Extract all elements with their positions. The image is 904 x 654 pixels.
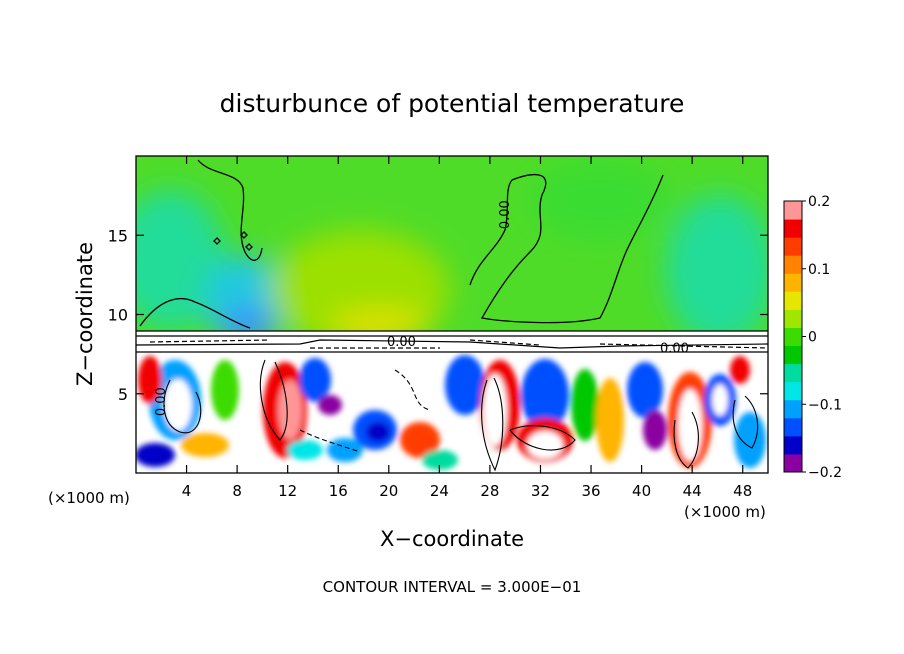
colorbar-segment [784,345,802,365]
colorbar-segment [784,219,802,238]
x-tick-label: 48 [733,482,752,500]
middle-layer-contours [136,330,768,353]
colorbar-segment [784,417,802,437]
colorbar-segment [784,237,802,256]
y-tick-label: 5 [118,385,128,404]
x-tick-label: 36 [581,482,600,500]
contour-label: 0.00 [498,200,513,229]
colorbar-tick-label: 0.1 [808,262,830,278]
x-tick-label: 44 [683,482,702,500]
colorbar-segment [784,453,802,473]
x-tick-label: 40 [632,482,651,500]
colorbar: 0.2 0.1 0 −0.1 −0.2 [783,194,842,481]
x-tick-label: 4 [182,482,192,500]
colorbar-segment [784,435,802,455]
x-tick-label: 16 [329,482,348,500]
colorbar-tick-label: −0.2 [808,465,842,481]
upper-contours [139,159,664,329]
x-unit-right: (×1000 m) [684,503,766,521]
x-tick-label: 20 [379,482,398,500]
contour-label: 0.00 [387,335,416,350]
x-axis-label: X−coordinate [380,527,524,551]
x-tick-label: 32 [531,482,550,500]
y-tick-label: 10 [108,306,128,325]
contour-labels: 0.00 0.00 0.00 0.00 [154,200,689,416]
x-axis: 4 8 12 16 20 24 28 32 36 40 44 48 [182,156,752,500]
x-tick-label: 24 [430,482,449,500]
x-tick-label: 28 [480,482,499,500]
colorbar-segment [784,273,802,292]
colorbar-segment [784,291,802,310]
colorbar-segment [784,309,802,328]
x-unit-left: (×1000 m) [48,489,130,507]
colorbar-tick-label: 0.2 [808,194,830,210]
contour-label: 0.00 [154,387,169,416]
y-axis-label: Z−coordinate [73,242,97,386]
colorbar-segment [784,255,802,274]
lower-contours [163,359,759,472]
colorbar-tick-label: −0.1 [808,397,842,413]
x-tick-label: 8 [232,482,242,500]
lower-field-blobs [136,355,766,470]
contour-label: 0.00 [660,342,689,357]
y-axis: 5 10 15 [108,226,768,404]
contour-interval-footer: CONTOUR INTERVAL = 3.000E−01 [323,578,582,596]
y-tick-label: 15 [108,226,128,245]
colorbar-segment [784,399,802,419]
chart-title: disturbunce of potential temperature [220,89,685,118]
x-tick-label: 12 [278,482,297,500]
colorbar-segment [784,363,802,383]
plot-area: 0.00 0.00 0.00 0.00 [136,156,768,473]
colorbar-segment [784,201,802,220]
colorbar-segment [784,381,802,401]
colorbar-segment [784,327,802,347]
colorbar-tick-label: 0 [808,330,817,346]
